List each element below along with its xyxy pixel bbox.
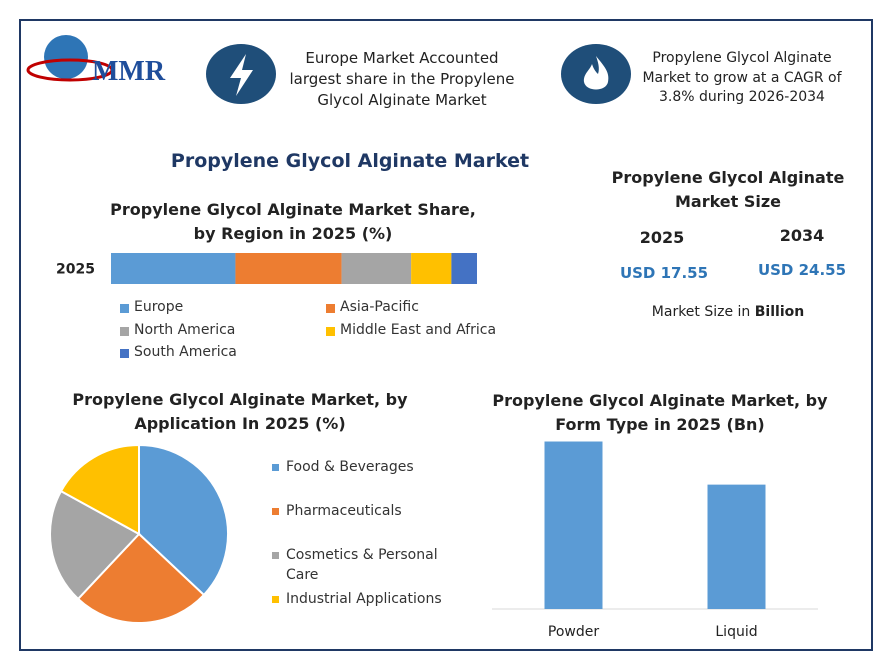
- bar: [707, 484, 766, 609]
- bar-segment: [451, 253, 477, 284]
- pie-slice: [138, 443, 229, 597]
- size-year: 2025: [639, 228, 685, 247]
- legend-swatch: [272, 508, 279, 515]
- legend-swatch: [326, 326, 335, 336]
- note-text: Market Size in: [651, 304, 751, 320]
- legend-swatch: [120, 326, 129, 336]
- logo-globe: [44, 35, 88, 79]
- legend-label: Asia-Pacific: [340, 299, 419, 315]
- note-unit: Billion: [754, 304, 805, 320]
- legend-label: Cosmetics & Personal Care: [286, 547, 438, 584]
- fact-line: Propylene Glycol Alginate: [652, 50, 832, 66]
- logo-text: MMR: [92, 56, 166, 87]
- bar-segment: [411, 253, 452, 284]
- frame: [19, 19, 873, 651]
- legend-swatch: [120, 349, 129, 358]
- legend-label: Middle East and Africa: [340, 321, 497, 338]
- bar-segment: [341, 253, 412, 284]
- fact-line: 3.8% during 2026-2034: [659, 89, 825, 106]
- legend-label: North America: [134, 321, 236, 338]
- legend-label: Industrial Applications: [286, 591, 442, 607]
- y-tick-label: 2025: [56, 262, 95, 278]
- size-year: 2034: [779, 226, 825, 245]
- pie-slice: [59, 443, 140, 536]
- logo-swoosh: [26, 58, 114, 82]
- legend-label: South America: [134, 344, 237, 360]
- chart-title: Propylene Glycol Alginate Market Share, …: [110, 200, 476, 243]
- chart-title: Propylene Glycol Alginate Market, by App…: [72, 390, 408, 433]
- legend-swatch: [120, 304, 129, 313]
- x-tick-label: Powder: [548, 624, 599, 640]
- legend-label: Food & Beverages: [286, 459, 414, 475]
- fact-line: Glycol Alginate Market: [317, 91, 487, 109]
- pie-slice: [76, 532, 206, 624]
- bar-segment: [111, 253, 236, 284]
- chart-title: Propylene Glycol Alginate Market, by For…: [492, 391, 828, 434]
- legend-swatch: [326, 304, 335, 313]
- main-title: Propylene Glycol Alginate Market: [170, 150, 530, 172]
- bar-segment: [235, 253, 342, 284]
- fact-1: Europe Market Accounted largest share in…: [282, 48, 522, 111]
- fact-line: Market to grow at a CAGR of: [642, 69, 842, 86]
- legend-swatch: [272, 552, 279, 559]
- fact-line: Europe Market Accounted: [305, 49, 499, 67]
- size-title: Propylene Glycol Alginate Market Size: [611, 168, 845, 211]
- size-value: USD 24.55: [757, 261, 847, 279]
- fact-line: largest share in the Propylene: [289, 70, 515, 88]
- bar: [544, 441, 603, 609]
- bolt: [230, 54, 253, 96]
- legend-swatch: [272, 464, 279, 471]
- legend-swatch: [272, 596, 279, 603]
- size-note: Market Size in Billion: [600, 303, 856, 323]
- pie-slice: [49, 489, 141, 601]
- x-tick-label: Liquid: [715, 624, 757, 640]
- legend-label: Europe: [134, 299, 184, 315]
- flame: [583, 56, 609, 90]
- size-value: USD 17.55: [619, 264, 709, 282]
- fact-2: Propylene Glycol Alginate Market to grow…: [632, 49, 852, 108]
- legend-label: Pharmaceuticals: [286, 503, 402, 519]
